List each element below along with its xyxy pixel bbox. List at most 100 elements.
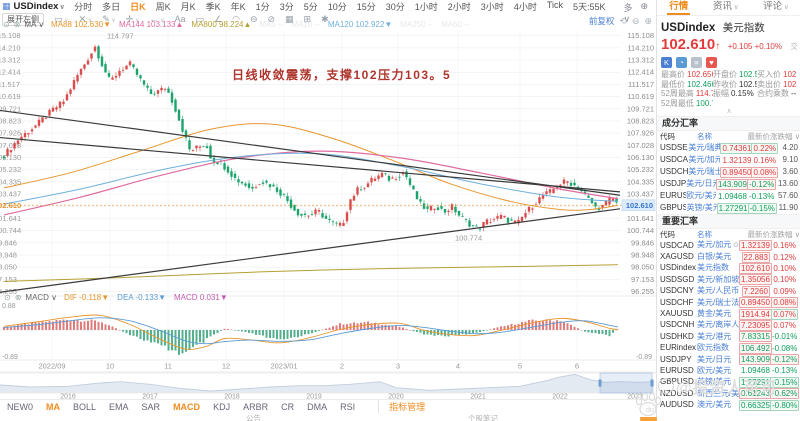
ma-legend-item[interactable]: MA800 98.224▲ <box>191 20 252 29</box>
quote-row-USDindex[interactable]: USDindex 美元指数 102.610 0.10% <box>660 262 796 274</box>
timeframe-5天:55K[interactable]: 5天:55K <box>573 2 606 12</box>
doc-icon[interactable]: ≡ <box>691 57 702 68</box>
timeframe-5分[interactable]: 5分 <box>303 2 318 12</box>
zoom-in-icon[interactable]: ⊕ <box>644 15 652 26</box>
quote-row-EURUSD[interactable]: EURUSD 欧元/美元 1.09468 -0.13% <box>660 365 798 376</box>
cursor-tool-icon[interactable]: ✕ ∨ <box>78 14 93 24</box>
ma-legend-item[interactable]: MA120 102.922▼ <box>327 20 393 29</box>
timeframe-Tick[interactable]: Tick <box>546 0 563 10</box>
sidebar-tab-资讯[interactable]: 资讯 ∨ <box>712 1 739 12</box>
crosshair-tool-icon[interactable]: ✛ ∨ <box>125 14 140 24</box>
quote-row-AUDUSD[interactable]: AUDUSD 澳元/美元 0.66325 -0.80% <box>660 399 800 411</box>
timeframe-15分[interactable]: 15分 <box>356 2 376 12</box>
timeframe-3分[interactable]: 3分 <box>279 2 294 12</box>
timeframe-30分[interactable]: 30分 <box>385 2 405 12</box>
notice-link[interactable]: 公告 <box>246 414 261 421</box>
quote-row-EURindex[interactable]: EURindex 欧元指数 106.492 -0.08% <box>660 342 798 354</box>
ma-legend-item[interactable]: MA60 -- <box>441 20 470 29</box>
ma-group-selector[interactable]: MA ∨ <box>24 20 45 29</box>
shape-tool-icon[interactable]: ▭ ∨ <box>54 14 69 24</box>
indicator-rsi[interactable]: RSI <box>340 401 356 412</box>
macd-group-selector[interactable]: MACD ∨ <box>25 293 58 302</box>
indicator-cr[interactable]: CR <box>281 401 295 412</box>
adjust-mode-label[interactable]: 前复权 <box>588 16 615 26</box>
quote-row-XAGUSD[interactable]: XAGUSD 白银/美元 22.883 0.12% <box>660 251 796 263</box>
indicator-ma[interactable]: MA <box>46 401 61 412</box>
ma-legend-item[interactable]: MA88 102.630▼ <box>51 20 112 29</box>
quote-row-USDCNY[interactable]: USDCNY 美元/人民币 7.2260 0.09% <box>660 285 796 297</box>
ma-legend-item[interactable]: MA144 103.133▲ <box>119 20 184 29</box>
sidebar-tab-行情[interactable]: 行情 <box>667 0 691 15</box>
timeframe-周K[interactable]: 周K <box>155 2 171 12</box>
timeframe-日K[interactable]: 日K <box>130 2 146 12</box>
timeframe-10分[interactable]: 10分 <box>327 2 347 12</box>
quote-row-USDHKD[interactable]: USDHKD 美元/港元 7.83315 -0.01% <box>660 331 798 343</box>
quote-row-USDCAD[interactable]: USDCAD 美元/加元 ⊙ 1.32139 0.16% <box>660 240 796 252</box>
gear-icon[interactable]: ⊗ <box>13 20 21 29</box>
price-adjust-control[interactable]: 前复权 ⟲ ⊖ ⊕ <box>589 15 652 27</box>
expand-left-button[interactable]: 展开左侧 <box>2 13 44 26</box>
clock-icon[interactable]: ◔ <box>676 57 687 68</box>
timeframe-1分[interactable]: 1分 <box>255 2 270 12</box>
indicator-kdj[interactable]: KDJ <box>213 401 231 412</box>
eye-icon[interactable]: ⊙ <box>4 293 11 302</box>
pencil-tool-icon[interactable]: ✎ ∨ <box>102 14 116 24</box>
indicator-boll[interactable]: BOLL <box>73 401 97 412</box>
quote-row-GBPUSD[interactable]: GBPUSD 英镑/美元 1.27291 -0.15% <box>660 376 800 388</box>
indicator-macd[interactable]: MACD <box>173 401 201 412</box>
add-panel-icon[interactable]: ⊕ <box>640 1 649 11</box>
indicator-new0[interactable]: NEW0 <box>7 401 34 412</box>
more-menu[interactable]: 更多 ∨ <box>623 3 633 24</box>
arc-tool-icon[interactable]: ◠ <box>232 14 240 24</box>
ban-tool-icon[interactable]: ⊘ <box>267 14 276 24</box>
timeframe-1小时[interactable]: 1小时 <box>414 2 438 12</box>
app-grid-icon[interactable]: ▦ <box>2 1 11 11</box>
quote-row-XAUUSD[interactable]: XAUUSD 黄金/美元 1914.94 0.07% <box>660 308 798 320</box>
ma-legend-item[interactable]: MA10 -- <box>291 20 320 29</box>
eraser-tool-icon[interactable]: ▦ <box>285 14 294 24</box>
table-header[interactable]: 代码 名称 最新价 涨跌幅 ∨ <box>660 132 800 141</box>
timeframe-月K[interactable]: 月K <box>180 2 196 12</box>
comment-tool-icon[interactable]: ▭ <box>195 14 204 24</box>
text-tool-icon[interactable]: Aa <box>174 14 186 24</box>
symbol-selector[interactable]: USDindex∨ <box>13 1 66 12</box>
timeframe-分时[interactable]: 分时 <box>74 2 93 12</box>
timeframe-多日[interactable]: 多日 <box>102 2 121 12</box>
timeframe-3小时[interactable]: 3小时 <box>480 2 504 12</box>
table-header[interactable]: 代码 名称 最新价 涨跌幅 ∨ <box>660 230 800 239</box>
favorite-icon[interactable]: ♥ <box>706 57 717 68</box>
sidebar-tab-评论[interactable]: 评论 ∨ <box>763 1 789 12</box>
indicator-dma[interactable]: DMA <box>307 401 328 412</box>
collapse-chevron[interactable]: ∧ <box>726 108 732 115</box>
kline-icon[interactable]: K <box>661 57 672 68</box>
timeframe-4小时[interactable]: 4小时 <box>513 2 537 12</box>
candlestick-chart[interactable]: 115.108 115.108 114.210 114.210 113.312 113.3… <box>0 29 656 399</box>
timeframe-年K[interactable]: 年K <box>230 2 246 12</box>
ma-legend-item[interactable]: MA5 -- <box>259 20 284 29</box>
timeframe-2小时[interactable]: 2小时 <box>447 2 471 12</box>
ma-legend-item[interactable]: MA250 -- <box>400 20 434 29</box>
compare-tool-icon[interactable]: ⊞ <box>303 14 312 24</box>
restore-icon[interactable]: ⟲ <box>619 15 627 26</box>
indicator-ema[interactable]: EMA <box>109 401 129 412</box>
angle-tool-icon[interactable]: ∠ <box>214 14 223 24</box>
indicator-sar[interactable]: SAR <box>141 401 161 412</box>
notes-link[interactable]: 个股笔记 <box>468 414 498 421</box>
gear-icon[interactable]: ⊗ <box>14 293 22 302</box>
timeframe-季K[interactable]: 季K <box>205 2 221 12</box>
settings-tool-icon[interactable]: ✱ <box>321 14 329 24</box>
zoom-out-icon[interactable]: ⊖ <box>631 15 640 26</box>
indicator-arbr[interactable]: ARBR <box>243 401 269 412</box>
arrow-tool-icon[interactable]: ← ∨ <box>149 14 165 24</box>
indicator-manage-button[interactable]: 指标管理 <box>378 400 425 413</box>
